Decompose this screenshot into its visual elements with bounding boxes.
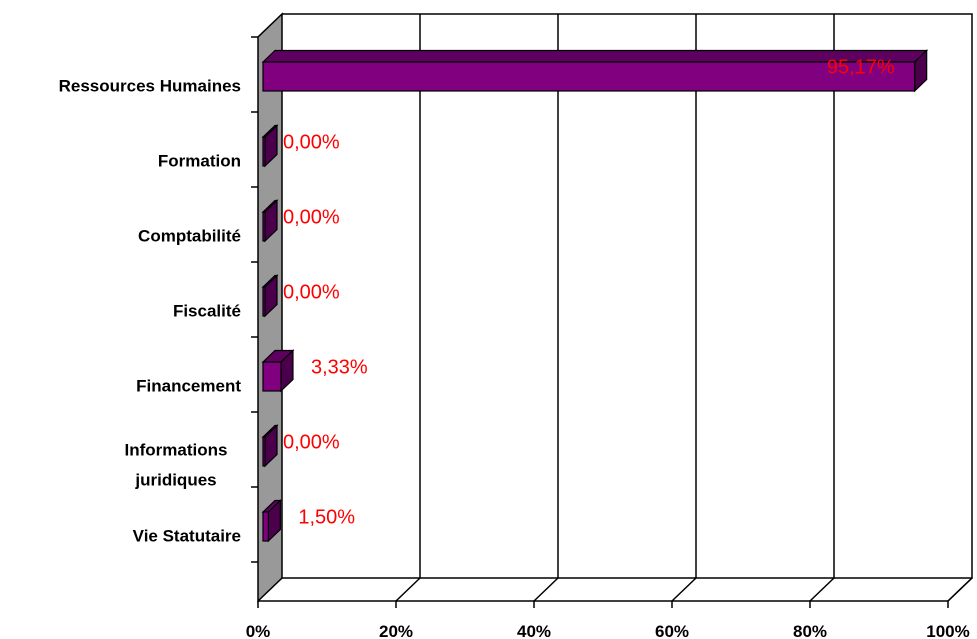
x-tick-labels: 0% 20% 40% 60% 80% 100%	[246, 622, 970, 639]
bar-front	[262, 211, 266, 242]
floor-gridline	[809, 577, 835, 602]
data-label: 3,33%	[311, 357, 368, 379]
data-label: 95,17%	[827, 57, 895, 79]
floor-gridline	[533, 577, 559, 602]
floor-gridline	[395, 577, 421, 602]
category-label: Fiscalité	[173, 302, 241, 321]
bar-front	[262, 136, 266, 167]
bar	[261, 274, 279, 318]
bar	[261, 349, 295, 393]
bar-front	[262, 511, 269, 542]
bar-front	[262, 361, 282, 392]
gridlines	[251, 14, 973, 608]
bar-front	[262, 61, 916, 92]
data-labels: 95,17% 0,00% 0,00% 0,00% 3,33% 0,00% 1,50%	[283, 57, 895, 529]
data-label: 1,50%	[298, 507, 355, 529]
bar	[261, 124, 279, 168]
x-tick-label: 40%	[517, 622, 551, 639]
category-label: Ressources Humaines	[59, 77, 241, 96]
floor-gridline	[671, 577, 697, 602]
bar-front	[262, 286, 266, 317]
bars	[261, 49, 929, 543]
data-label: 0,00%	[283, 282, 340, 304]
bar	[261, 199, 279, 243]
data-label: 0,00%	[283, 132, 340, 154]
category-label: Vie Statutaire	[133, 527, 241, 546]
category-label: Informations	[125, 441, 228, 460]
bar	[261, 499, 282, 543]
category-label: juridiques	[134, 471, 216, 490]
chart-walls	[257, 12, 973, 603]
floor-gridline	[947, 577, 973, 602]
x-tick-label: 100%	[926, 622, 969, 639]
back-wall	[282, 13, 973, 579]
category-label: Financement	[136, 377, 241, 396]
x-tick-label: 60%	[655, 622, 689, 639]
category-label: Comptabilité	[138, 227, 241, 246]
data-label: 0,00%	[283, 432, 340, 454]
data-label: 0,00%	[283, 207, 340, 229]
x-tick-label: 80%	[793, 622, 827, 639]
x-tick-label: 20%	[379, 622, 413, 639]
category-labels: Ressources Humaines Formation Comptabilité…	[59, 77, 242, 546]
bar	[261, 49, 929, 93]
x-tick-label: 0%	[246, 622, 271, 639]
category-label: Formation	[158, 152, 241, 171]
bar	[261, 424, 279, 468]
bar-front	[262, 436, 266, 467]
